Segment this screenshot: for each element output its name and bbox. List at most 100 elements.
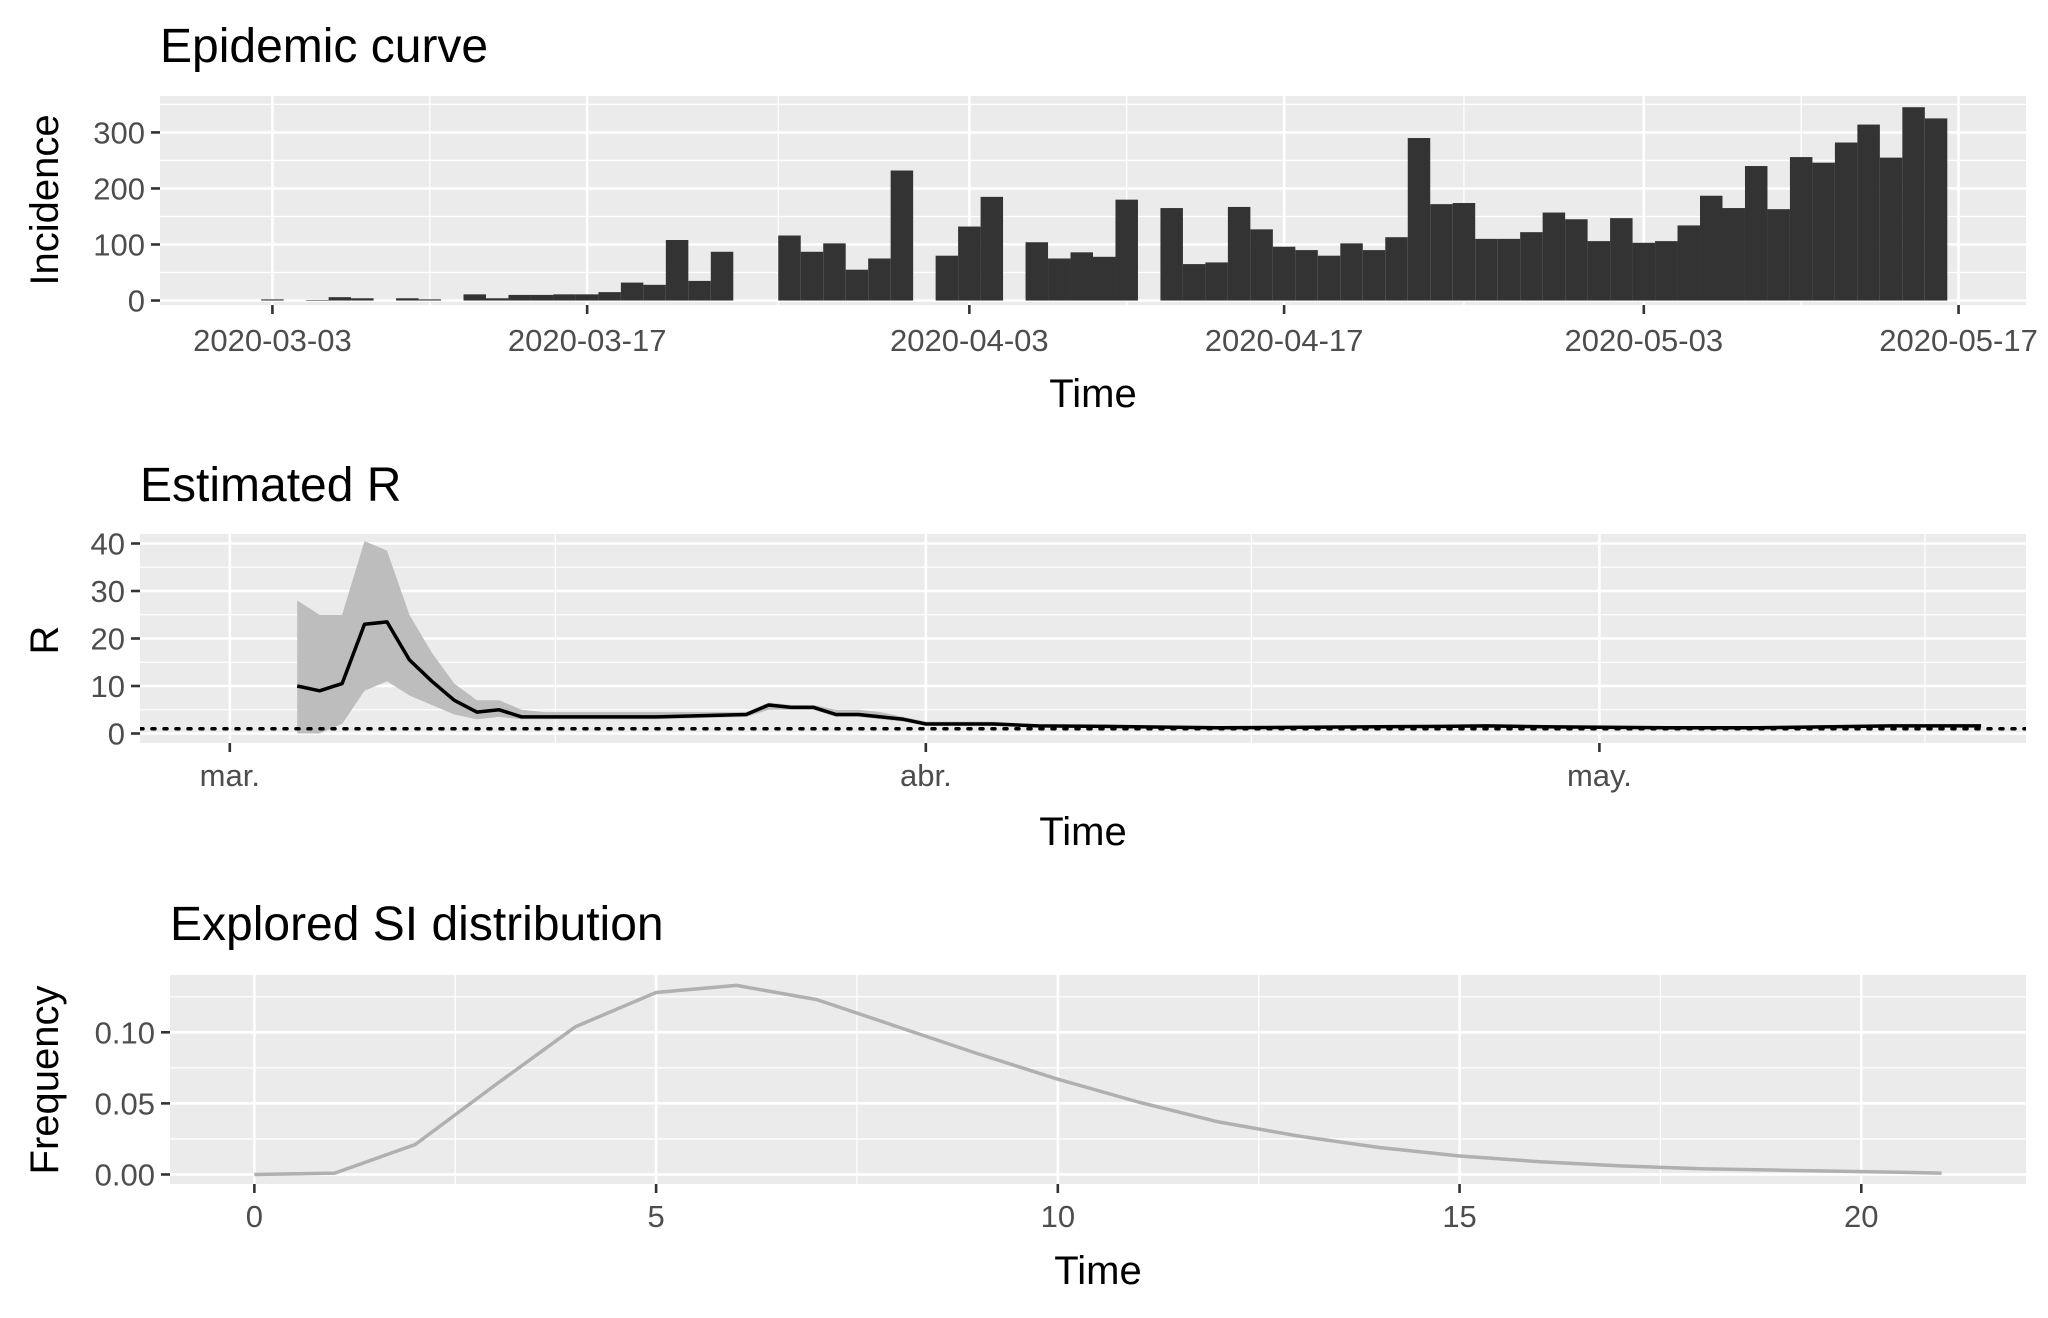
x-tick-label: 20: [1844, 1199, 1878, 1234]
incidence-bar: [710, 251, 734, 301]
incidence-bar: [1093, 256, 1116, 301]
incidence-bar: [396, 298, 419, 301]
epidemic-curve-x-tick-labels: 2020-03-03 2020-03-17 2020-04-03 2020-04-17…: [193, 323, 2038, 358]
si-distribution-ticks: [161, 1030, 1863, 1193]
incidence-bar: [1407, 138, 1431, 301]
incidence-bar: [688, 280, 711, 301]
epidemic-curve-bars: [261, 107, 1948, 301]
y-tick-label: 0.00: [95, 1157, 155, 1192]
incidence-bar: [351, 298, 374, 301]
incidence-bar: [261, 299, 284, 301]
incidence-bar: [1452, 203, 1476, 301]
incidence-bar: [1227, 206, 1251, 301]
si-distribution-x-tick-labels: 0 5 10 15 20: [246, 1199, 1879, 1234]
x-tick-label: 2020-03-03: [193, 323, 352, 358]
incidence-bar: [1857, 124, 1880, 301]
incidence-bar: [508, 294, 531, 301]
incidence-bar: [823, 243, 846, 301]
incidence-bar: [1205, 262, 1228, 301]
incidence-bar: [306, 299, 329, 301]
x-tick-label: 10: [1041, 1199, 1075, 1234]
estimated-r-credible-interval-band: [297, 541, 1982, 734]
incidence-bar: [1362, 250, 1386, 301]
incidence-bar: [890, 170, 914, 301]
incidence-bar: [1542, 212, 1566, 301]
incidence-bar: [1430, 204, 1453, 301]
incidence-bar: [1700, 195, 1723, 301]
si-distribution-grid: [170, 975, 2026, 1184]
incidence-bar: [868, 258, 891, 301]
y-tick-label: 0: [128, 284, 145, 319]
epidemic-curve-y-tick-labels: 0 100 200 300: [93, 115, 145, 318]
incidence-bar: [643, 284, 666, 301]
si-distribution-y-tick-labels: 0.00 0.05 0.10: [95, 1015, 155, 1192]
x-tick-label: 15: [1442, 1199, 1476, 1234]
incidence-bar: [598, 292, 621, 301]
incidence-bar: [1070, 252, 1093, 301]
estimated-r-title: Estimated R: [140, 459, 401, 512]
estimated-r-y-axis-title: R: [23, 626, 67, 655]
incidence-bar: [778, 235, 801, 301]
incidence-bar: [575, 294, 599, 301]
incidence-bar: [1632, 242, 1656, 301]
epidemic-curve-panel: Epidemic curve 2020-03-03 2020-03-17 2020-…: [23, 20, 2038, 416]
epidemic-curve-y-axis-title: Incidence: [23, 114, 67, 285]
incidence-bar: [1025, 242, 1049, 301]
si-distribution-plot-area: [170, 975, 2026, 1184]
si-distribution-line: [254, 983, 1942, 1177]
estimated-r-mean-line: [296, 620, 1982, 730]
x-tick-label: 5: [647, 1199, 664, 1234]
incidence-bar: [485, 298, 509, 301]
x-tick-label: 2020-04-03: [890, 323, 1049, 358]
incidence-bar: [1879, 157, 1903, 301]
si-distribution-panel: Explored SI distribution 0 5 10 15 20 0.000.…: [23, 898, 2026, 1293]
y-tick-label: 30: [91, 574, 125, 609]
incidence-bar: [1655, 241, 1678, 301]
epidemic-curve-title: Epidemic curve: [160, 20, 488, 73]
x-tick-label: 0: [246, 1199, 263, 1234]
y-tick-label: 0.05: [95, 1086, 155, 1121]
y-tick-label: 100: [93, 227, 145, 262]
incidence-bar: [800, 251, 824, 301]
incidence-bar: [1497, 238, 1521, 301]
incidence-bar: [665, 240, 689, 301]
incidence-bar: [328, 297, 352, 301]
incidence-bar: [1160, 208, 1183, 301]
incidence-bar: [1610, 218, 1633, 301]
incidence-bar: [1767, 209, 1790, 301]
x-tick-label: abr.: [900, 758, 952, 793]
incidence-bar: [1677, 225, 1701, 301]
y-tick-label: 0: [108, 717, 125, 752]
incidence-bar: [620, 282, 644, 301]
estimated-r-x-tick-labels: mar. abr. may.: [200, 758, 1632, 793]
incidence-bar: [1115, 199, 1138, 301]
incidence-bar: [1902, 107, 1925, 301]
incidence-bar: [1520, 232, 1543, 301]
incidence-bar: [1812, 162, 1835, 301]
estimated-r-y-tick-labels: 0 10 20 30 40: [91, 527, 125, 752]
x-tick-label: 2020-04-17: [1205, 323, 1364, 358]
y-tick-label: 40: [91, 527, 125, 562]
y-tick-label: 200: [93, 171, 145, 206]
incidence-bar: [1295, 250, 1318, 301]
incidence-bar: [1317, 255, 1341, 301]
si-distribution-x-axis-title: Time: [1054, 1249, 1141, 1293]
incidence-bar: [1744, 166, 1768, 301]
incidence-bar: [1250, 229, 1273, 301]
y-tick-label: 0.10: [95, 1015, 155, 1050]
incidence-bar: [1385, 237, 1408, 301]
x-tick-label: may.: [1567, 758, 1632, 793]
x-tick-label: 2020-05-03: [1565, 323, 1724, 358]
y-tick-label: 20: [91, 622, 125, 657]
incidence-bar: [1565, 219, 1588, 301]
incidence-bar: [1048, 258, 1071, 301]
incidence-bar: [1182, 264, 1206, 301]
si-distribution-y-axis-title: Frequency: [23, 986, 67, 1175]
incidence-bar: [418, 299, 442, 301]
estimated-r-x-axis-title: Time: [1039, 810, 1126, 854]
x-tick-label: 2020-03-17: [508, 323, 667, 358]
y-tick-label: 10: [91, 669, 125, 704]
incidence-bar: [1340, 243, 1363, 301]
